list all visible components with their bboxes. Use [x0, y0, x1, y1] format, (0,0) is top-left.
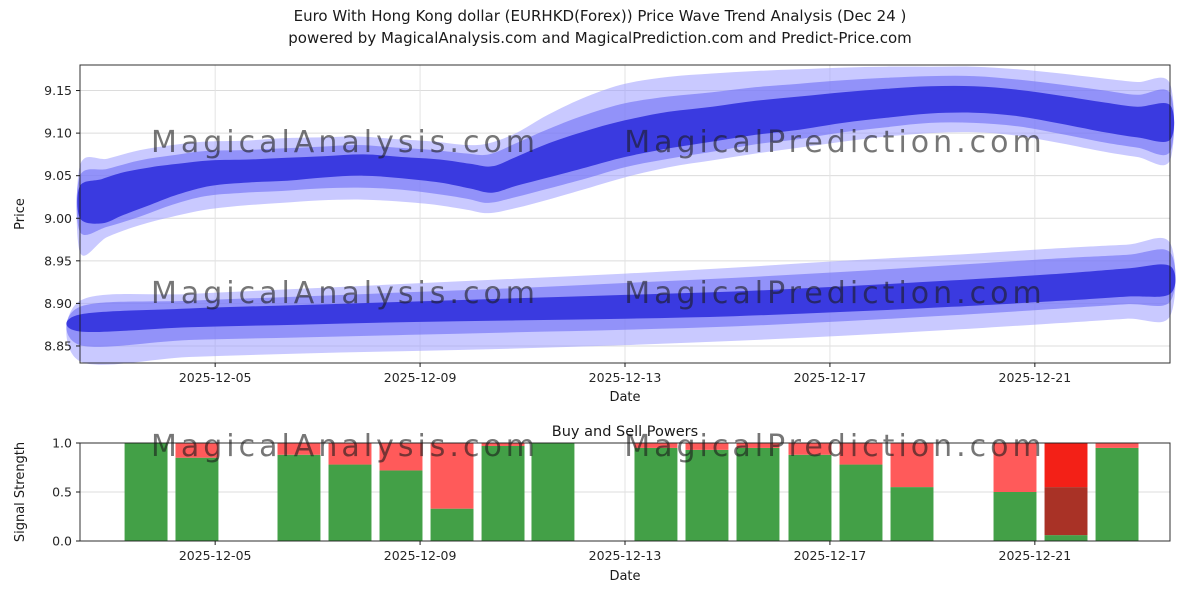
signal-bar-segment-sell: [1095, 443, 1139, 448]
x-tick-label: 2025-12-13: [589, 370, 662, 385]
watermark-text: MagicalAnalysis.com: [151, 276, 539, 311]
signal-bar-segment-sell: [430, 443, 474, 509]
figure-title-line1: Euro With Hong Kong dollar (EURHKD(Forex…: [294, 7, 907, 25]
signal-y-axis-label: Signal Strength: [13, 442, 28, 542]
signal-bar-segment-sell: [736, 443, 780, 448]
figure-title-line2: powered by MagicalAnalysis.com and Magic…: [288, 29, 912, 47]
signal-bar-segment-buy: [379, 470, 423, 541]
x-tick-label: 2025-12-21: [999, 548, 1072, 563]
signal-bar-segment-buy: [736, 447, 780, 541]
x-tick-label: 2025-12-09: [384, 548, 457, 563]
signal-bar-segment-buy: [634, 447, 678, 541]
signal-bar-segment-sell: [379, 443, 423, 471]
lower-forecast-band-inner: [66, 264, 1176, 332]
price-forecast-bands: [66, 66, 1176, 365]
signal-bar-segment-sell: [890, 443, 934, 488]
signal-bar-segment-buy: [175, 457, 219, 541]
signal-bar-segment-buy: [1044, 535, 1088, 541]
signal-bar-segment-buy: [277, 454, 321, 541]
y-tick-label: 8.95: [44, 253, 72, 268]
x-tick-label: 2025-12-17: [794, 370, 867, 385]
signal-bar-segment-sell: [175, 443, 219, 458]
signal-bar-segment-buy: [430, 508, 474, 541]
x-tick-label: 2025-12-17: [794, 548, 867, 563]
signal-bar-segment-buy: [788, 454, 832, 541]
x-tick-label: 2025-12-09: [384, 370, 457, 385]
x-tick-label: 2025-12-05: [179, 548, 252, 563]
y-tick-label: 0.0: [52, 534, 72, 549]
signal-bar-segment-sell: [277, 443, 321, 455]
y-tick-label: 9.00: [44, 211, 72, 226]
watermark-text: MagicalPrediction.com: [624, 429, 1046, 464]
signal-bar-segment-sell: [328, 443, 372, 465]
y-tick-label: 9.10: [44, 126, 72, 141]
price-y-axis-label: Price: [13, 198, 28, 230]
signal-bar-segment-buy: [839, 464, 883, 541]
watermark-text: MagicalAnalysis.com: [151, 125, 539, 160]
price-axis: 8.85 8.90 8.95 9.00 9.05 9.10 9.15 2025-12-05 20…: [44, 64, 1171, 385]
y-tick-label: 9.15: [44, 83, 72, 98]
signal-axis: 0.0 0.5 1.0 2025-12-05 2025-12-09 2025-12-13 2…: [52, 436, 1171, 563]
x-tick-label: 2025-12-21: [999, 370, 1072, 385]
signal-bar-segment-buy: [531, 443, 575, 541]
signal-bar-segment-buy: [890, 487, 934, 541]
signal-bar-segment-sell_strong: [1044, 443, 1088, 488]
signal-bar-segment-buy: [1095, 447, 1139, 541]
signal-bar-segment-sell: [788, 443, 832, 455]
signal-bar-segment-buy: [685, 449, 729, 541]
signal-bar-segment-sell: [685, 443, 729, 450]
signal-bar-segment-buy: [124, 443, 168, 541]
watermark-text: MagicalPrediction.com: [624, 125, 1046, 160]
watermark-text: MagicalAnalysis.com: [151, 429, 539, 464]
signal-bar-segment-buy: [328, 464, 372, 541]
signal-bar-segment-buy: [993, 492, 1037, 541]
x-tick-label: 2025-12-05: [179, 370, 252, 385]
x-tick-label: 2025-12-13: [589, 548, 662, 563]
y-tick-label: 0.5: [52, 485, 72, 500]
signal-bar-segment-sell: [993, 443, 1037, 492]
y-tick-label: 8.90: [44, 296, 72, 311]
y-tick-label: 9.05: [44, 168, 72, 183]
signal-x-axis-label: Date: [609, 569, 640, 584]
y-tick-label: 1.0: [52, 436, 72, 451]
upper-forecast-band-inner: [77, 85, 1175, 224]
price-x-axis-label: Date: [609, 390, 640, 405]
signal-bar-segment-sell: [481, 443, 525, 446]
y-tick-label: 8.85: [44, 338, 72, 353]
signal-chart-title: Buy and Sell Powers: [552, 424, 698, 440]
watermarks: MagicalAnalysis.com MagicalPrediction.com…: [151, 125, 1046, 464]
signal-bar-segment-sell_dark: [1044, 487, 1088, 536]
signal-bar-segment-sell: [634, 443, 678, 448]
signal-bar-segment-buy: [481, 445, 525, 541]
signal-bars: [124, 443, 1139, 541]
watermark-text: MagicalPrediction.com: [624, 276, 1046, 311]
signal-bar-segment-sell: [839, 443, 883, 465]
